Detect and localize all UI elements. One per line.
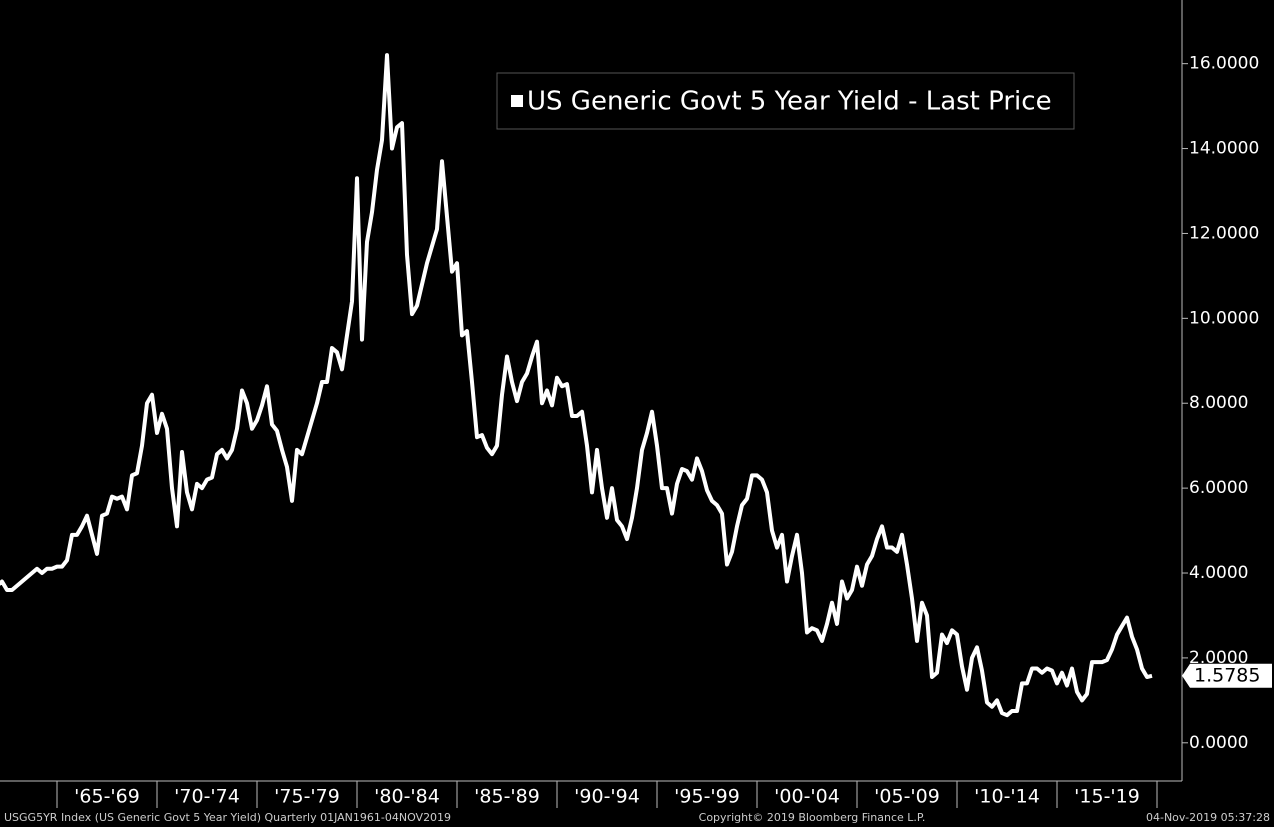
- x-tick-label: '70-'74: [174, 786, 240, 808]
- x-tick-label: '95-'99: [674, 786, 740, 808]
- last-price-label: 1.5785: [1194, 664, 1260, 686]
- footer-right: 04-Nov-2019 05:37:28: [1146, 811, 1270, 824]
- y-tick-label: 4.0000: [1189, 563, 1248, 583]
- footer-left: USGG5YR Index (US Generic Govt 5 Year Yi…: [4, 811, 451, 824]
- x-tick-label: '90-'94: [574, 786, 640, 808]
- legend-box: [496, 72, 1075, 130]
- y-tick-label: 12.0000: [1189, 223, 1259, 243]
- legend-marker: [511, 95, 523, 107]
- x-tick-label: '10-'14: [974, 786, 1040, 808]
- y-tick-label: 2.0000: [1189, 648, 1248, 668]
- footer-center: Copyright© 2019 Bloomberg Finance L.P.: [699, 811, 926, 824]
- x-tick-label: '00-'04: [774, 786, 840, 808]
- x-tick-label: '85-'89: [474, 786, 540, 808]
- y-tick-label: 8.0000: [1189, 393, 1248, 413]
- legend: US Generic Govt 5 Year Yield - Last Pric…: [496, 72, 1075, 130]
- y-tick-label: 10.0000: [1189, 308, 1259, 328]
- x-tick-label: '75-'79: [274, 786, 340, 808]
- x-tick-label: '65-'69: [74, 786, 140, 808]
- x-tick-label: '05-'09: [874, 786, 940, 808]
- last-price-box: [1182, 663, 1272, 688]
- legend-label: US Generic Govt 5 Year Yield - Last Pric…: [527, 87, 1052, 117]
- y-tick-label: 16.0000: [1189, 54, 1259, 74]
- y-tick-label: 14.0000: [1189, 139, 1259, 159]
- x-tick-label: '80-'84: [374, 786, 440, 808]
- line-series: [0, 53, 1153, 718]
- y-tick-label: 0.0000: [1189, 733, 1248, 753]
- y-tick-label: 6.0000: [1189, 478, 1248, 498]
- x-tick-label: '15-'19: [1074, 786, 1140, 808]
